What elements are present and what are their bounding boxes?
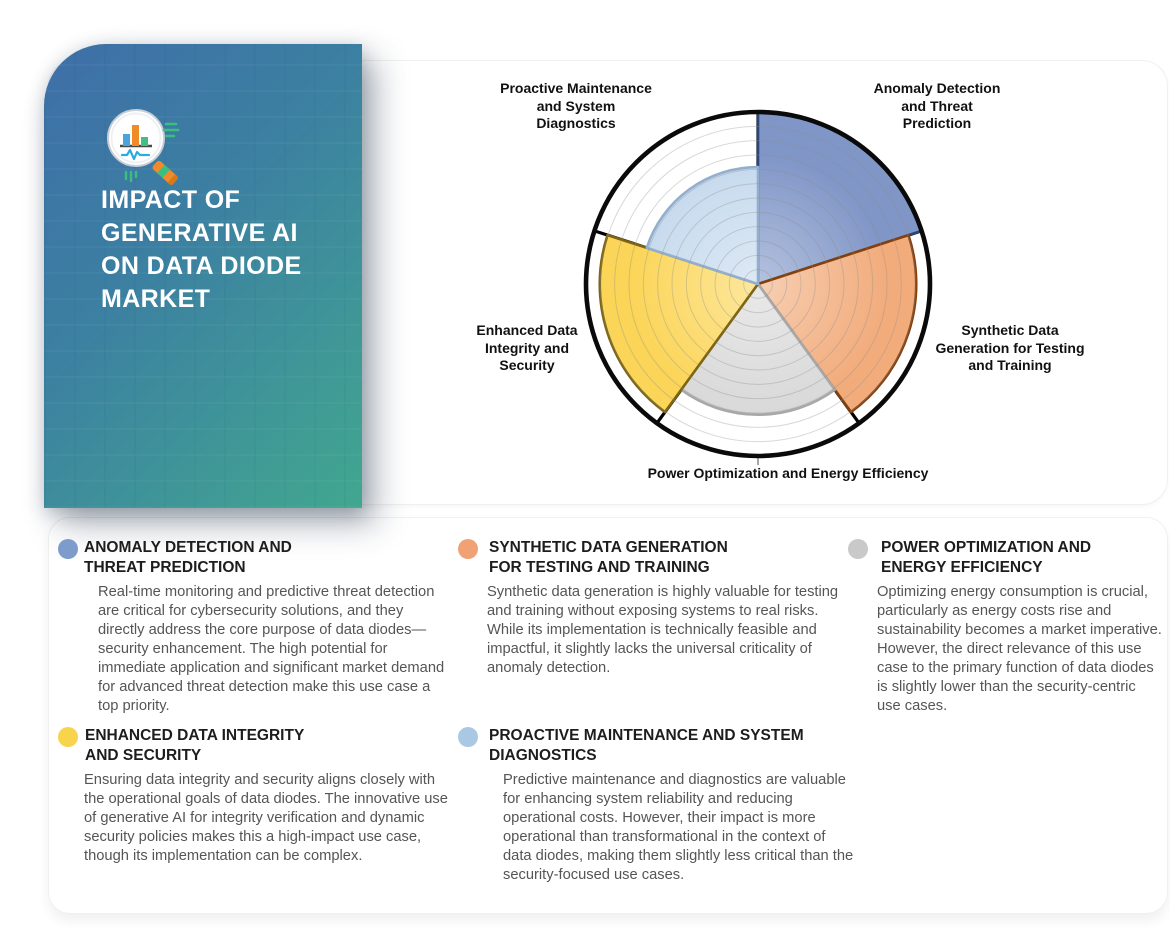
legend-item-power-optimization: POWER OPTIMIZATION AND ENERGY EFFICIENCY… bbox=[848, 538, 1162, 716]
title-card: IMPACT OF GENERATIVE AI ON DATA DIODE MA… bbox=[44, 44, 362, 508]
legend-item-proactive-maintenance: PROACTIVE MAINTENANCE AND SYSTEM DIAGNOS… bbox=[458, 726, 854, 885]
legend-body: Synthetic data generation is highly valu… bbox=[487, 584, 839, 676]
legend-body: Predictive maintenance and diagnostics a… bbox=[503, 772, 854, 883]
legend-item-anomaly-detection: ANOMALY DETECTION AND THREAT PREDICTION … bbox=[58, 538, 450, 716]
legend-title: PROACTIVE MAINTENANCE AND SYSTEM DIAGNOS… bbox=[489, 727, 804, 764]
legend-body: Optimizing energy consumption is crucial… bbox=[877, 584, 1162, 714]
legend-item-synthetic-data: SYNTHETIC DATA GENERATION FOR TESTING AN… bbox=[458, 538, 850, 678]
axis-label-enhanced-integrity: Enhanced Data Integrity and Security bbox=[476, 322, 578, 373]
chart-magnifier-icon bbox=[102, 106, 182, 195]
legend-body: Ensuring data integrity and security ali… bbox=[84, 772, 448, 864]
card-texture bbox=[44, 44, 362, 508]
legend-panel bbox=[48, 517, 1168, 914]
legend-dot-lightblue bbox=[458, 727, 478, 747]
legend-body: Real-time monitoring and predictive thre… bbox=[98, 584, 445, 714]
legend-dot-blue bbox=[58, 539, 78, 559]
legend-dot-orange bbox=[458, 539, 478, 559]
legend-item-enhanced-integrity: ENHANCED DATA INTEGRITY AND SECURITY Ens… bbox=[58, 726, 458, 866]
legend-title: POWER OPTIMIZATION AND ENERGY EFFICIENCY bbox=[881, 539, 1092, 576]
rose-chart-svg bbox=[583, 109, 933, 465]
axis-label-anomaly-detection: Anomaly Detection and Threat Prediction bbox=[873, 80, 1001, 131]
legend-title: ENHANCED DATA INTEGRITY AND SECURITY bbox=[85, 727, 305, 764]
axis-label-proactive-maintenance: Proactive Maintenance and System Diagnos… bbox=[500, 80, 652, 131]
legend-title: SYNTHETIC DATA GENERATION FOR TESTING AN… bbox=[489, 539, 728, 576]
legend-dot-yellow bbox=[58, 727, 78, 747]
polar-impact-chart bbox=[558, 84, 958, 484]
legend-title: ANOMALY DETECTION AND THREAT PREDICTION bbox=[84, 539, 292, 576]
axis-label-synthetic-data: Synthetic Data Generation for Testing an… bbox=[935, 322, 1085, 373]
legend-dot-gray bbox=[848, 539, 868, 559]
page-title: IMPACT OF GENERATIVE AI ON DATA DIODE MA… bbox=[101, 186, 302, 313]
axis-label-power-optimization: Power Optimization and Energy Efficiency bbox=[647, 465, 929, 481]
